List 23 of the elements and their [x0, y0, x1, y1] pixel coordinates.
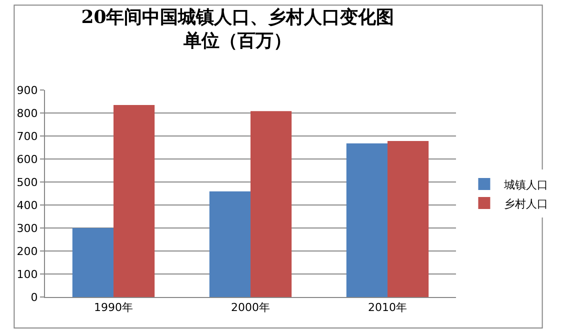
bar — [346, 143, 388, 297]
y-tick-label: 0 — [30, 290, 38, 304]
y-tick-label: 200 — [16, 244, 38, 258]
y-tick-label: 500 — [16, 176, 38, 189]
y-tick-label: 600 — [16, 152, 38, 166]
y-tick-label: 800 — [16, 106, 38, 120]
bar — [209, 191, 250, 297]
bar — [72, 228, 114, 297]
y-tick-label: 700 — [16, 130, 38, 143]
y-tick-label: 400 — [16, 198, 38, 212]
x-tick-label: 2010年 — [368, 301, 407, 314]
bar — [388, 141, 429, 297]
bar — [250, 111, 292, 297]
y-tick-label: 100 — [16, 268, 38, 281]
bar — [114, 104, 155, 297]
y-tick-label: 900 — [16, 84, 38, 97]
y-tick-label: 300 — [16, 222, 38, 235]
x-tick-label: 2000年 — [231, 301, 270, 314]
legend-label: 城镇人口 — [503, 178, 548, 192]
chart-subtitle: 单位（百万） — [182, 30, 292, 52]
legend-label: 乡村人口 — [504, 197, 548, 210]
x-tick-label: 1990年 — [94, 301, 133, 314]
chart-title: 20年间中国城镇人口、乡村人口变化图 — [81, 7, 394, 28]
